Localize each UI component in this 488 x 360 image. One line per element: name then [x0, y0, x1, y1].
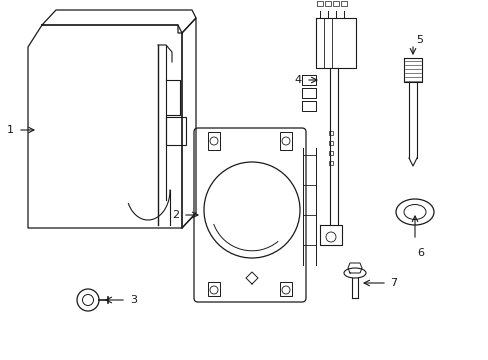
Bar [280, 282, 291, 296]
Bar [332, 1, 338, 6]
Bar [165, 117, 185, 145]
Bar [325, 1, 330, 6]
Bar [328, 131, 332, 135]
Bar [328, 141, 332, 145]
Text: 3: 3 [130, 295, 137, 305]
Bar [207, 132, 220, 150]
Bar [316, 1, 323, 6]
Text: 5: 5 [415, 35, 422, 45]
Bar [280, 132, 291, 150]
Text: 2: 2 [171, 210, 179, 220]
Bar [328, 161, 332, 165]
Text: 1: 1 [7, 125, 14, 135]
Bar [340, 1, 346, 6]
Text: 6: 6 [416, 248, 423, 258]
Text: 4: 4 [294, 75, 302, 85]
Bar [328, 151, 332, 155]
Text: 7: 7 [389, 278, 396, 288]
Bar [207, 282, 220, 296]
